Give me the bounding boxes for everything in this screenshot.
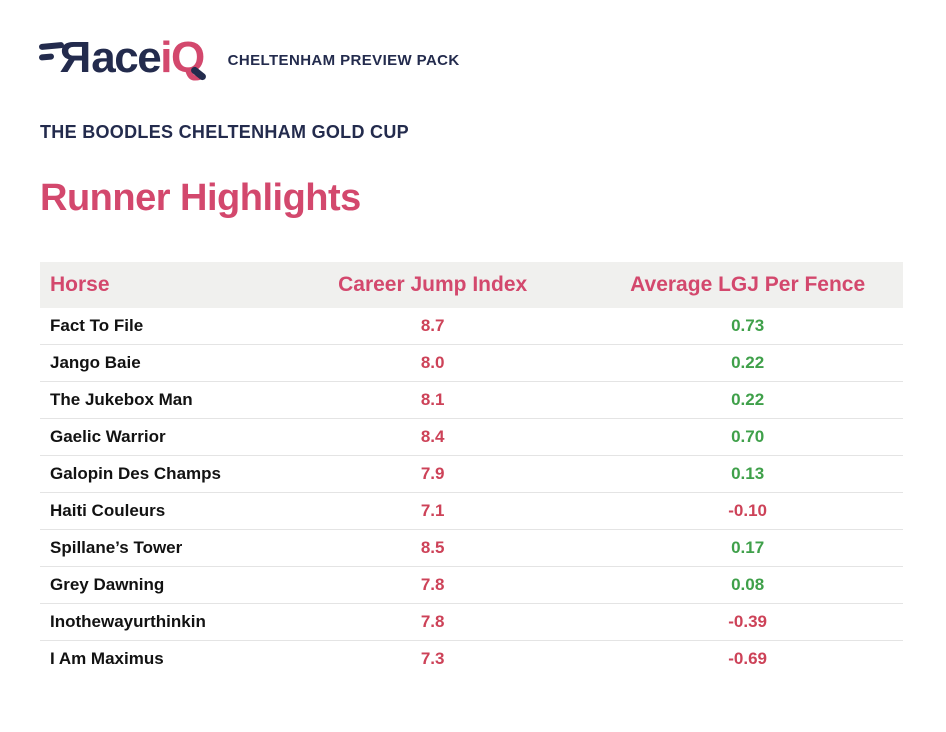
career-jump-index-value: 8.1 [273, 381, 593, 419]
career-jump-index-value: 7.8 [273, 566, 593, 604]
horse-name: Galopin Des Champs [40, 455, 273, 493]
horse-name: Inothewayurthinkin [40, 603, 273, 641]
topbar: R ace i Q CHELTENHAM PREVIEW PACK [38, 33, 906, 82]
avg-lgj-value: 0.73 [592, 308, 903, 345]
runner-highlights-table: Horse Career Jump Index Average LGJ Per … [40, 262, 903, 677]
avg-lgj-value: 0.22 [592, 344, 903, 382]
table-row: Spillane’s Tower 8.5 0.17 [40, 529, 903, 567]
table-row: I Am Maximus 7.3 -0.69 [40, 641, 903, 678]
table-row: Galopin Des Champs 7.9 0.13 [40, 455, 903, 493]
avg-lgj-value: 0.17 [592, 529, 903, 567]
col-header-career-jump-index: Career Jump Index [273, 262, 593, 308]
table-header-row: Horse Career Jump Index Average LGJ Per … [40, 262, 903, 308]
avg-lgj-value: 0.22 [592, 381, 903, 419]
career-jump-index-value: 8.0 [273, 344, 593, 382]
table-body: Fact To File 8.7 0.73 Jango Baie 8.0 0.2… [40, 308, 903, 677]
horse-name: Haiti Couleurs [40, 492, 273, 530]
career-jump-index-value: 7.8 [273, 603, 593, 641]
career-jump-index-value: 8.4 [273, 418, 593, 456]
career-jump-index-value: 7.9 [273, 455, 593, 493]
career-jump-index-value: 8.5 [273, 529, 593, 567]
avg-lgj-value: 0.13 [592, 455, 903, 493]
table-row: Gaelic Warrior 8.4 0.70 [40, 418, 903, 456]
pack-title: CHELTENHAM PREVIEW PACK [227, 51, 460, 69]
career-jump-index-value: 8.7 [273, 308, 593, 345]
avg-lgj-value: -0.39 [592, 603, 903, 641]
avg-lgj-value: 0.08 [592, 566, 903, 604]
horse-name: The Jukebox Man [40, 381, 273, 419]
table-row: Fact To File 8.7 0.73 [40, 308, 903, 345]
horse-name: I Am Maximus [50, 649, 164, 668]
career-jump-index-value: 7.1 [273, 492, 593, 530]
logo-letters-ace: ace [91, 33, 161, 82]
horse-name: Gaelic Warrior [40, 418, 273, 456]
raceiq-logo: R ace i Q [38, 33, 205, 82]
table-row: The Jukebox Man 8.1 0.22 [40, 381, 903, 419]
logo-speed-line-icon [38, 53, 55, 61]
col-header-horse: Horse [40, 262, 273, 308]
table-row: Inothewayurthinkin 7.8 -0.39 [40, 603, 903, 641]
horse-name: Jango Baie [40, 344, 273, 382]
avg-lgj-value: -0.69 [728, 649, 768, 668]
table-row: Haiti Couleurs 7.1 -0.10 [40, 492, 903, 530]
page-title: Runner Highlights [40, 177, 361, 219]
horse-name: Fact To File [40, 308, 273, 345]
col-header-avg-lgj-per-fence: Average LGJ Per Fence [592, 262, 903, 308]
table-row: Jango Baie 8.0 0.22 [40, 344, 903, 382]
event-title: THE BOODLES CHELTENHAM GOLD CUP [40, 122, 409, 142]
logo-letter-r: R [61, 33, 92, 82]
table-row: Grey Dawning 7.8 0.08 [40, 566, 903, 604]
career-jump-index-value: 7.3 [420, 649, 445, 668]
raceiq-logo-mark: R [38, 33, 92, 82]
avg-lgj-value: -0.10 [592, 492, 903, 530]
horse-name: Grey Dawning [40, 566, 273, 604]
logo-letter-i: i [160, 33, 172, 82]
avg-lgj-value: 0.70 [592, 418, 903, 456]
logo-letter-q: Q [170, 33, 205, 82]
horse-name: Spillane’s Tower [40, 529, 273, 567]
